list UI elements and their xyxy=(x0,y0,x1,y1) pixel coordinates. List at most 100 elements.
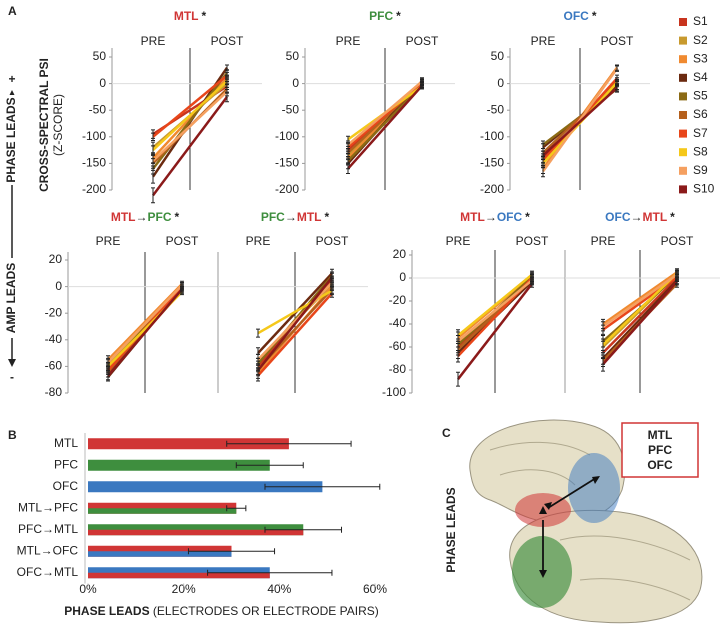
y-tick-label: -40 xyxy=(389,316,407,330)
title-part: MTL xyxy=(643,210,668,224)
title-part: MTL xyxy=(460,210,485,224)
subject-line xyxy=(542,86,618,157)
subject-line xyxy=(107,288,183,377)
subject-line xyxy=(152,80,228,152)
y-axis-label: CROSS-SPECTRAL PSI xyxy=(37,58,51,192)
x-category-label: POST xyxy=(211,34,244,48)
y-tick-label: -60 xyxy=(389,339,407,353)
y-tick-label: -80 xyxy=(45,385,63,399)
legend-label: S2 xyxy=(693,33,708,47)
y-tick-label: 0 xyxy=(399,270,406,284)
x-category-label: POST xyxy=(406,34,439,48)
y-category-label: MTL→PFC xyxy=(18,500,78,514)
legend-label: S3 xyxy=(693,51,708,65)
error-bar xyxy=(151,145,155,155)
subject-line xyxy=(107,284,183,364)
panel-c: C PHASE LEADS xyxy=(442,419,703,624)
region-ofc xyxy=(568,453,620,523)
subject-line xyxy=(347,84,423,170)
legend-swatch xyxy=(679,18,687,26)
title-part: OFC xyxy=(605,210,631,224)
title-part: → xyxy=(135,210,147,224)
title-part: * xyxy=(592,9,597,23)
y-tick-label: -50 xyxy=(89,102,107,116)
x-category-label: PRE xyxy=(446,234,471,248)
subject-line xyxy=(602,280,678,366)
legend-swatch xyxy=(679,129,687,138)
x-category-label: PRE xyxy=(96,234,121,248)
chart-title: PFC * xyxy=(369,9,401,23)
title-part: * xyxy=(525,210,530,224)
error-bar xyxy=(420,82,424,90)
x-category-label: POST xyxy=(166,234,199,248)
y-tick-label: -150 xyxy=(82,156,106,170)
subject-line xyxy=(257,292,333,377)
title-part: MTL xyxy=(297,210,322,224)
legend-label: S4 xyxy=(693,70,708,84)
legend-swatch xyxy=(679,148,687,157)
y-tick-label: -100 xyxy=(382,385,406,399)
y-tick-label: -80 xyxy=(389,362,407,376)
error-bar xyxy=(601,356,605,372)
y-tick-label: -100 xyxy=(275,129,299,143)
subject-line xyxy=(602,279,678,360)
error-bar xyxy=(530,279,534,288)
x-tick-label: 40% xyxy=(267,582,291,596)
y-tick-label: -150 xyxy=(480,156,504,170)
side-label: PHASE LEADS xyxy=(4,97,18,182)
x-category-label: POST xyxy=(516,234,549,248)
y-tick-label: -20 xyxy=(45,305,63,319)
subject-line xyxy=(152,96,228,197)
region-legend-label: OFC xyxy=(647,458,673,472)
y-tick-label: -200 xyxy=(480,182,504,196)
y-category-label: PFC→MTL xyxy=(18,522,78,536)
title-part: → xyxy=(285,210,297,224)
error-bar xyxy=(541,165,545,178)
subject-line xyxy=(152,74,228,138)
error-bar xyxy=(601,321,605,332)
label-bg xyxy=(5,258,19,338)
y-tick-label: -60 xyxy=(45,359,63,373)
chart-title: OFC→MTL * xyxy=(605,210,675,224)
error-bar xyxy=(151,187,155,204)
title-part: OFC xyxy=(497,210,523,224)
error-bar xyxy=(541,150,545,161)
x-category-label: POST xyxy=(316,234,349,248)
bar xyxy=(88,481,323,493)
y-tick-label: 20 xyxy=(49,252,63,266)
chart-title: MTL→OFC * xyxy=(460,210,530,224)
error-bar xyxy=(346,140,350,150)
subject-line xyxy=(257,276,333,372)
title-part: PFC xyxy=(147,210,171,224)
error-bar xyxy=(106,371,110,381)
title-part: PFC xyxy=(369,9,393,23)
subject-line xyxy=(257,289,333,335)
title-part: * xyxy=(201,9,206,23)
x-axis-label: PHASE LEADS (ELECTRODES OR ELECTRODE PAI… xyxy=(64,604,379,618)
y-tick-label: 0 xyxy=(497,76,504,90)
error-bar xyxy=(601,338,605,351)
legend-swatch xyxy=(679,73,687,82)
error-bar xyxy=(456,371,460,387)
x-category-label: POST xyxy=(661,234,694,248)
error-bar xyxy=(226,440,352,447)
error-bar xyxy=(226,505,247,512)
region-legend-label: PFC xyxy=(648,443,672,457)
y-tick-label: -100 xyxy=(480,129,504,143)
error-bar xyxy=(225,91,229,103)
y-tick-label: 50 xyxy=(286,49,300,63)
subject-line xyxy=(602,277,678,354)
bar-lower xyxy=(88,551,232,557)
y-tick-label: -200 xyxy=(275,182,299,196)
subject-line xyxy=(257,281,333,361)
legend-label: S7 xyxy=(693,126,708,140)
subject-line xyxy=(602,271,678,326)
y-category-label: MTL→OFC xyxy=(17,543,79,557)
y-tick-label: -20 xyxy=(389,293,407,307)
legend-swatch xyxy=(679,185,687,194)
y-tick-label: -50 xyxy=(282,102,300,116)
error-bar xyxy=(264,526,343,533)
title-part: → xyxy=(485,210,497,224)
y-tick-label: -150 xyxy=(275,156,299,170)
